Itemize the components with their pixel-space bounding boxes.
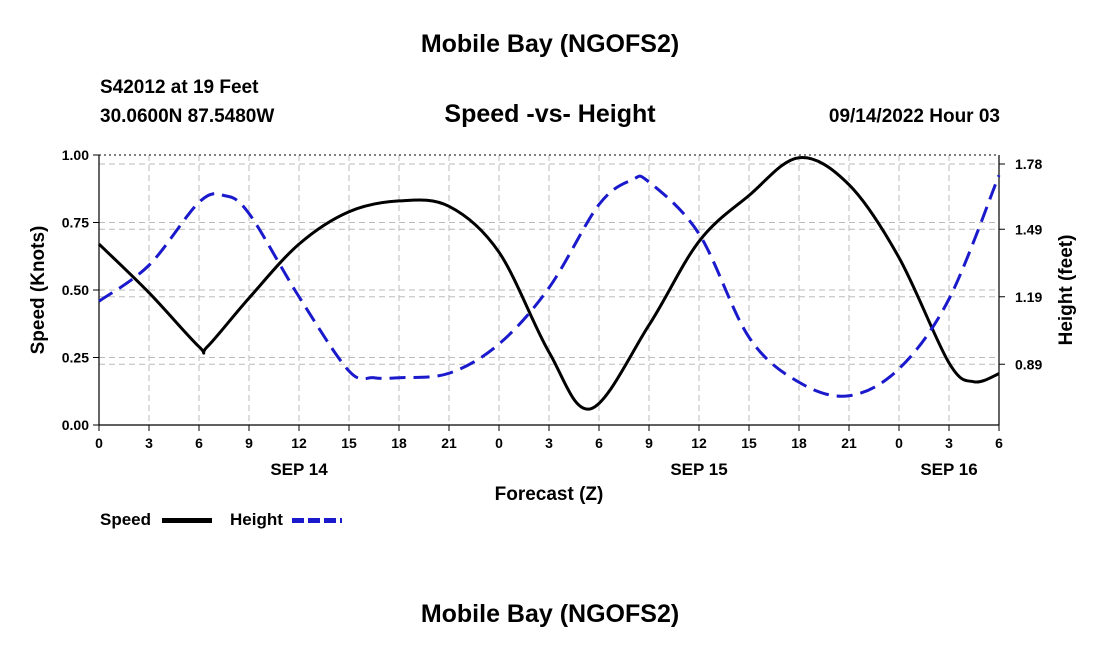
page-title: Mobile Bay (NGOFS2) xyxy=(420,30,680,58)
x-tick-label: 9 xyxy=(245,435,253,451)
date-label: SEP 15 xyxy=(670,460,727,479)
x-tick-label: 3 xyxy=(545,435,553,451)
chart-title: Speed -vs- Height xyxy=(444,100,656,128)
x-axis-title: Forecast (Z) xyxy=(495,484,604,505)
y2-tick-label: 1.78 xyxy=(1015,156,1042,172)
footer-title: Mobile Bay (NGOFS2) xyxy=(420,600,680,628)
x-tick-label: 0 xyxy=(95,435,103,451)
date-label: SEP 16 xyxy=(920,460,977,479)
x-tick-label: 21 xyxy=(841,435,857,451)
legend-speed-label: Speed xyxy=(100,510,152,529)
y-axis-title: Speed (Knots) xyxy=(28,226,49,355)
x-tick-label: 18 xyxy=(791,435,807,451)
y-tick-label: 0.50 xyxy=(62,282,89,298)
x-tick-label: 3 xyxy=(945,435,953,451)
x-tick-label: 0 xyxy=(495,435,503,451)
station-label: S42012 at 19 Feet xyxy=(100,77,259,98)
y-tick-label: 0.25 xyxy=(62,350,89,366)
series-line-height xyxy=(98,174,1001,398)
y-tick-label: 1.00 xyxy=(62,147,89,163)
y-tick-label: 0.75 xyxy=(62,215,89,231)
x-tick-label: 15 xyxy=(741,435,757,451)
y2-axis-title: Height (feet) xyxy=(1056,235,1077,346)
legend-height-swatch xyxy=(292,518,342,523)
x-tick-label: 6 xyxy=(995,435,1003,451)
legend-height-label: Height xyxy=(230,510,283,529)
y-tick-label: 0.00 xyxy=(62,417,89,433)
datetime-label: 09/14/2022 Hour 03 xyxy=(828,106,1000,127)
y2-tick-label: 0.89 xyxy=(1015,356,1042,372)
x-tick-label: 15 xyxy=(341,435,357,451)
y2-tick-label: 1.19 xyxy=(1015,289,1042,305)
x-tick-label: 6 xyxy=(595,435,603,451)
x-tick-label: 9 xyxy=(645,435,653,451)
x-tick-label: 18 xyxy=(391,435,407,451)
x-tick-label: 21 xyxy=(441,435,457,451)
date-label: SEP 14 xyxy=(270,460,328,479)
x-tick-label: 3 xyxy=(145,435,153,451)
legend-speed-swatch xyxy=(162,518,212,523)
x-tick-label: 6 xyxy=(195,435,203,451)
x-tick-label: 12 xyxy=(691,435,707,451)
coordinates-label: 30.0600N 87.5480W xyxy=(100,106,275,127)
x-tick-label: 12 xyxy=(291,435,307,451)
x-tick-label: 0 xyxy=(895,435,903,451)
series-line-speed xyxy=(97,156,1000,411)
y2-tick-label: 1.49 xyxy=(1015,221,1042,237)
